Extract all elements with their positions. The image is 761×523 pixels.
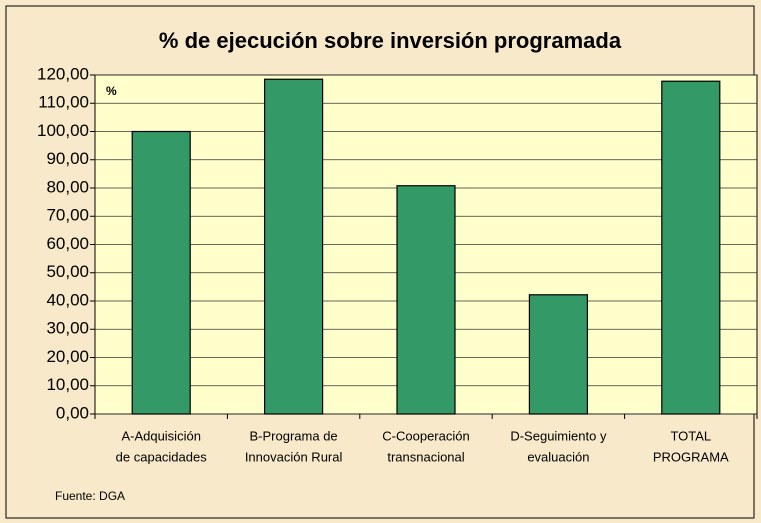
x-tick-label: transnacional [387, 449, 464, 464]
bar [661, 80, 721, 415]
y-tick-label: 70,00 [46, 206, 89, 225]
y-tick-label: 100,00 [37, 121, 89, 140]
x-tick-label: A-Adquisición [121, 428, 201, 443]
x-tick-label: D-Seguimiento y [510, 428, 607, 443]
y-tick-label: 80,00 [46, 177, 89, 196]
y-tick-label: 10,00 [46, 375, 89, 394]
y-tick-label: 120,00 [37, 64, 89, 83]
bar [528, 294, 589, 415]
y-tick-label: 40,00 [46, 290, 89, 309]
x-tick-label: de capacidades [116, 449, 208, 464]
y-tick-label: 50,00 [46, 262, 89, 281]
x-tick-label: C-Cooperación [382, 428, 469, 443]
y-tick-label: 20,00 [46, 347, 89, 366]
y-tick-label: 30,00 [46, 319, 89, 338]
x-tick-label: TOTAL [670, 428, 711, 443]
bar [264, 78, 324, 415]
x-tick-label: PROGRAMA [653, 449, 729, 464]
y-axis-label: % [106, 84, 117, 98]
chart-title: % de ejecución sobre inversión programad… [159, 28, 622, 53]
bar [131, 130, 191, 415]
bar [396, 185, 456, 415]
y-tick-label: 60,00 [46, 234, 89, 253]
y-tick-label: 110,00 [38, 93, 89, 112]
y-tick-label: 90,00 [46, 149, 89, 168]
x-tick-label: B-Programa de [250, 428, 338, 443]
source-note: Fuente: DGA [55, 489, 125, 503]
x-tick-label: evaluación [527, 449, 589, 464]
y-tick-label: 0,00 [56, 403, 89, 422]
x-tick-label: Innovación Rural [245, 449, 343, 464]
